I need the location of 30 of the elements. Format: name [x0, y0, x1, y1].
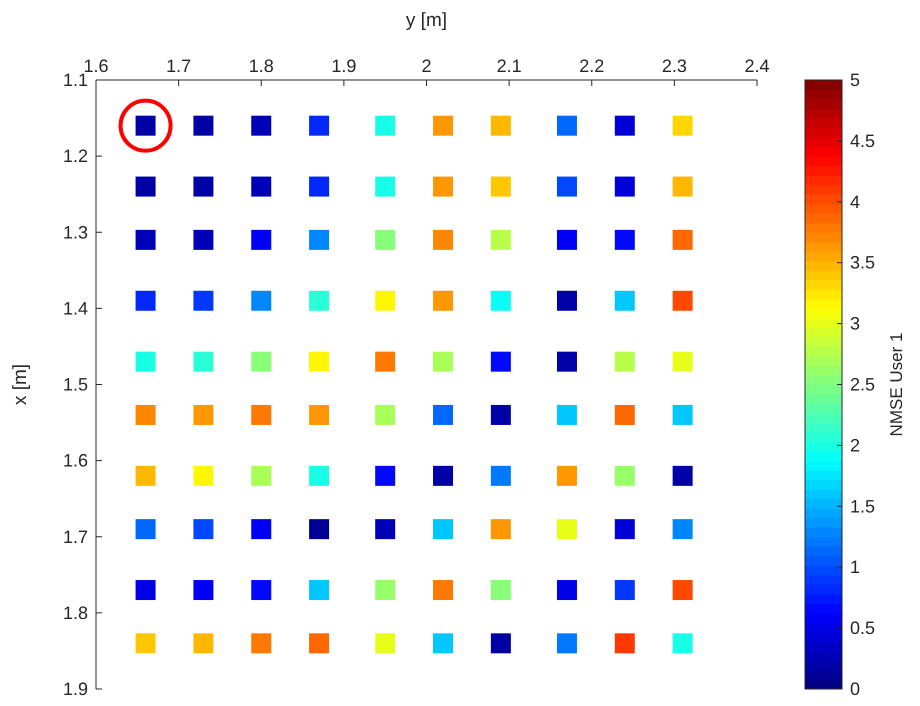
- x-tick-label: 2.1: [496, 56, 522, 76]
- y-tick-label: 1.9: [62, 679, 88, 699]
- color-bar-label: 1: [850, 557, 860, 578]
- y-tick-label: 1.3: [62, 222, 88, 242]
- y-tick-label: 1.2: [62, 146, 88, 166]
- y-tick-label: 1.7: [62, 526, 88, 547]
- y-tick-label: 1.6: [62, 450, 88, 471]
- x-tick-label: 1.8: [248, 56, 274, 76]
- color-bar-label: 0.5: [850, 618, 876, 638]
- x-tick-label: 2.2: [579, 56, 604, 76]
- y-axis-title: x [m]: [10, 364, 31, 406]
- x-tick-label: 2: [421, 56, 432, 76]
- x-tick-label: 2.4: [744, 56, 770, 76]
- y-tick-label: 1.8: [62, 602, 88, 623]
- color-bar-title: NMSE User 1: [887, 332, 906, 436]
- color-bar-label: 2: [850, 435, 860, 456]
- color-bar-label: 3.5: [850, 252, 876, 273]
- x-axis-title: y [m]: [406, 10, 448, 31]
- color-bar-label: 2.5: [850, 374, 876, 394]
- x-tick-label: 1.7: [166, 56, 192, 76]
- x-tick-label: 1.9: [331, 56, 356, 76]
- color-bar-label: 3: [850, 314, 860, 334]
- x-tick-label: 2.3: [662, 56, 687, 76]
- color-bar-label: 4.5: [850, 130, 876, 151]
- y-tick-label: 1.4: [62, 298, 88, 318]
- color-bar-label: 4: [850, 192, 860, 212]
- color-bar-label: 1.5: [850, 496, 876, 516]
- color-bar-label: 5: [850, 70, 860, 90]
- y-tick-label: 1.5: [62, 374, 88, 394]
- color-bar-label: 0: [850, 679, 860, 699]
